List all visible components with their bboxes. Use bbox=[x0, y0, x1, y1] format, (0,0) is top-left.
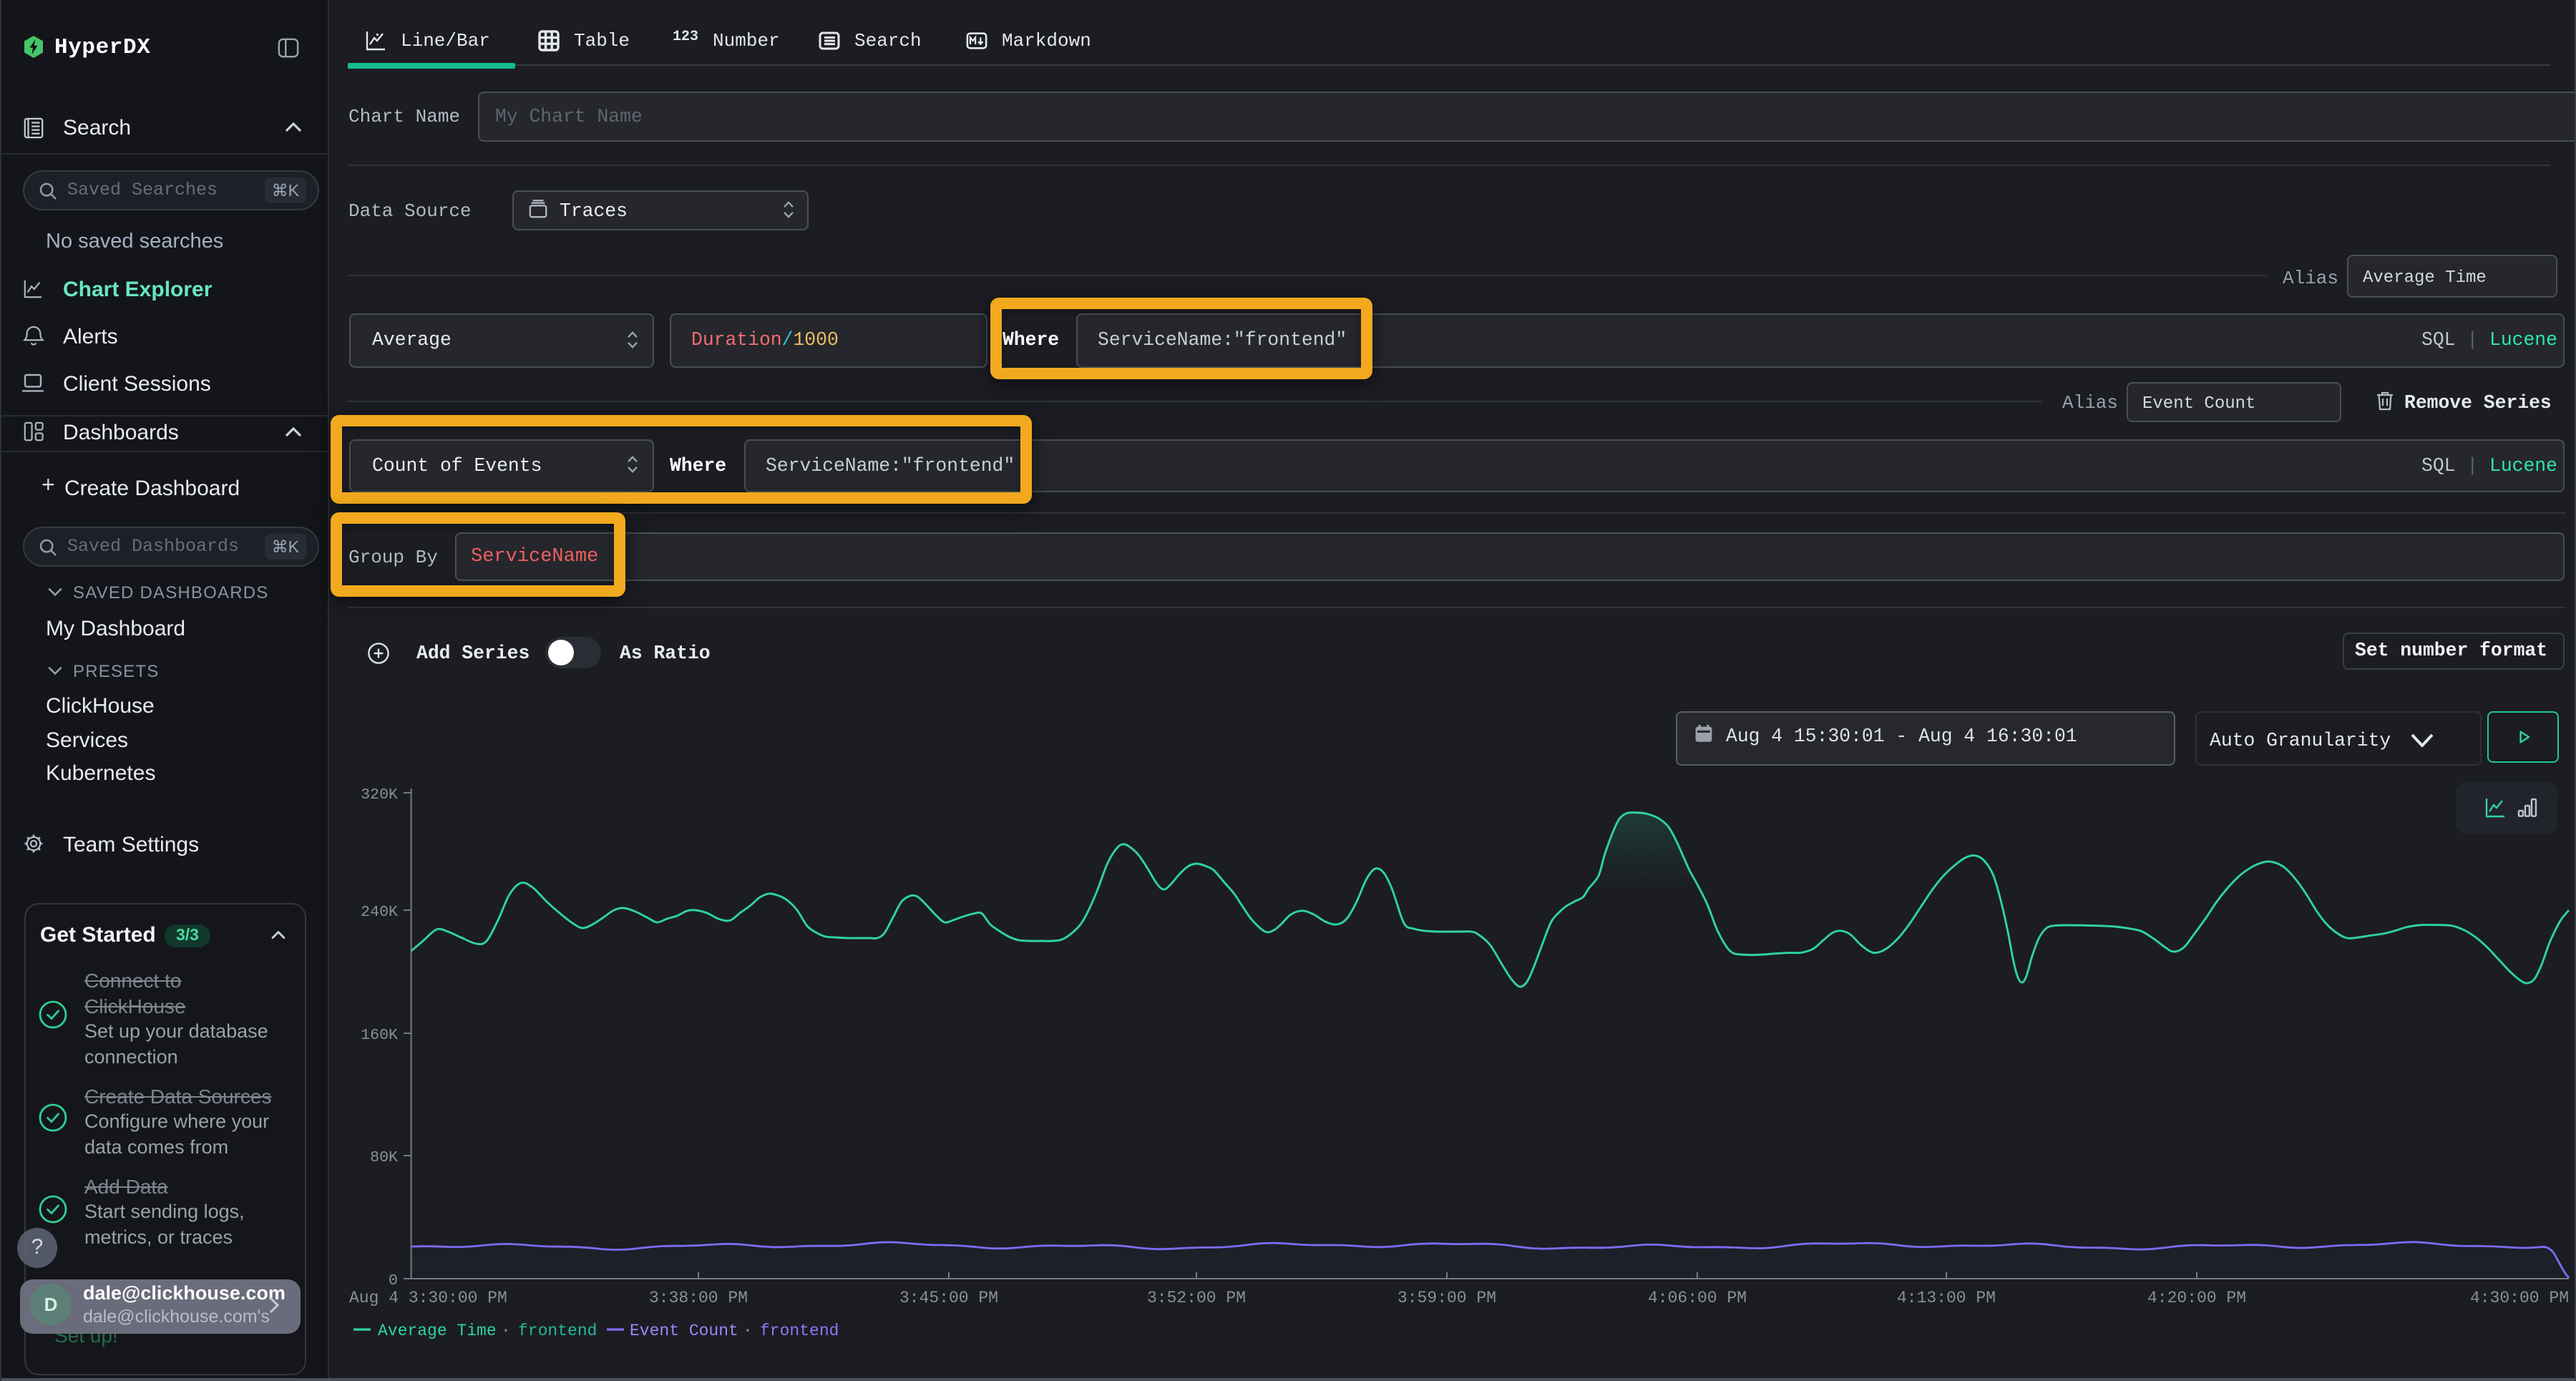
svg-text:·: · bbox=[501, 1322, 511, 1340]
svg-text:3:52:00 PM: 3:52:00 PM bbox=[1147, 1289, 1246, 1307]
svg-text:3:38:00 PM: 3:38:00 PM bbox=[649, 1289, 748, 1307]
svg-text:4:13:00 PM: 4:13:00 PM bbox=[1897, 1289, 1996, 1307]
svg-text:Aug 4 3:30:00 PM: Aug 4 3:30:00 PM bbox=[349, 1289, 507, 1307]
svg-text:Average Time: Average Time bbox=[378, 1322, 497, 1340]
svg-text:80K: 80K bbox=[370, 1149, 398, 1166]
svg-text:240K: 240K bbox=[361, 904, 398, 921]
svg-text:4:20:00 PM: 4:20:00 PM bbox=[2147, 1289, 2246, 1307]
svg-text:·: · bbox=[743, 1322, 753, 1340]
svg-text:Event Count: Event Count bbox=[630, 1322, 738, 1340]
svg-text:4:06:00 PM: 4:06:00 PM bbox=[1648, 1289, 1747, 1307]
svg-text:frontend: frontend bbox=[518, 1322, 597, 1340]
svg-text:3:59:00 PM: 3:59:00 PM bbox=[1397, 1289, 1496, 1307]
svg-text:320K: 320K bbox=[361, 786, 398, 804]
svg-text:160K: 160K bbox=[361, 1027, 398, 1044]
svg-text:frontend: frontend bbox=[760, 1322, 839, 1340]
svg-text:4:30:00 PM: 4:30:00 PM bbox=[2470, 1289, 2569, 1307]
svg-text:0: 0 bbox=[389, 1272, 398, 1289]
svg-text:3:45:00 PM: 3:45:00 PM bbox=[899, 1289, 998, 1307]
